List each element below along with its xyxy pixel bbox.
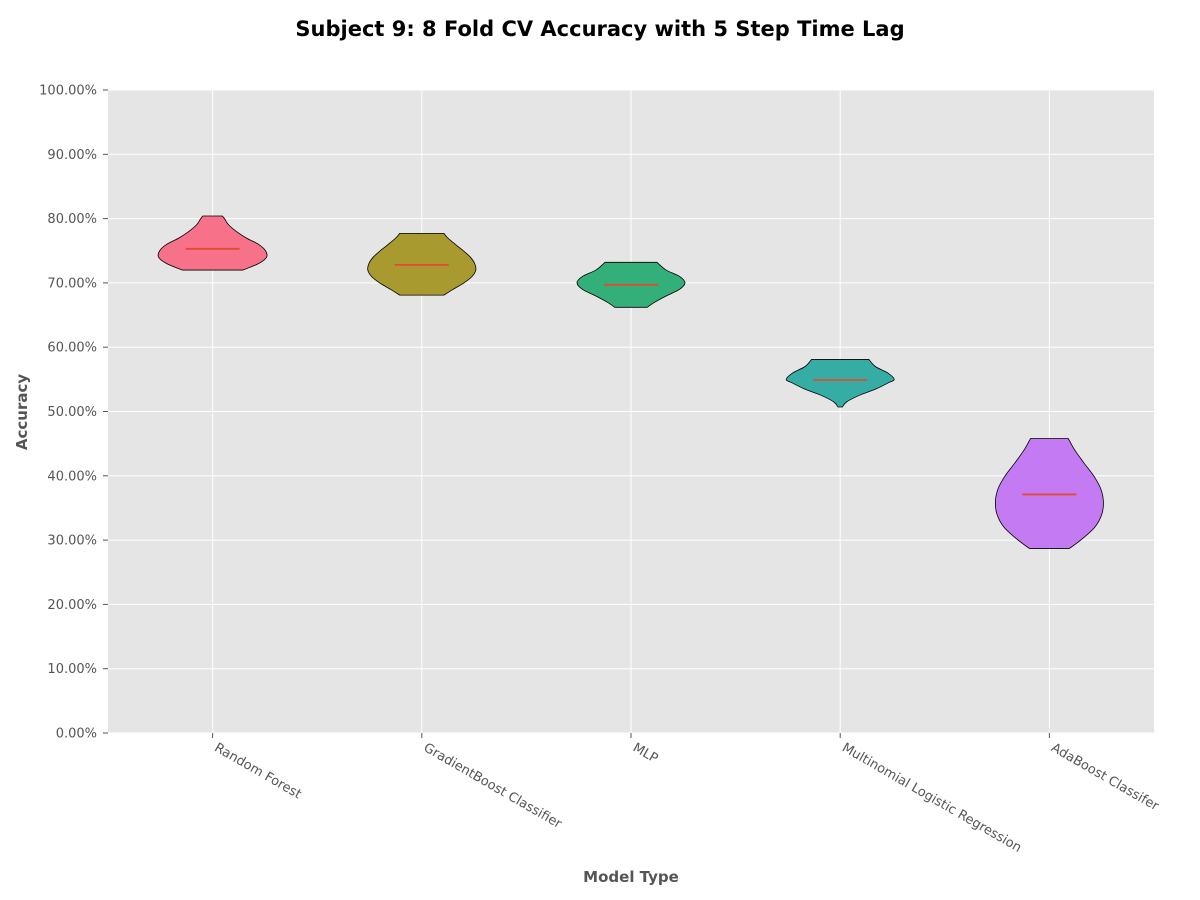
x-tick-label: Random Forest [212, 740, 304, 802]
x-tick-label: Multinomial Logistic Regression [839, 740, 1024, 855]
y-tick-label: 0.00% [56, 727, 97, 742]
x-tick-label: GradientBoost Classifier [421, 740, 565, 832]
x-tick-label: AdaBoost Classifer [1048, 740, 1161, 814]
y-axis-ticks: 0.00% 10.00% 20.00% 30.00% 40.00% 50.00% 60.00… [39, 84, 108, 742]
x-axis-ticks: Random Forest GradientBoost Classifier MLP… [212, 733, 1162, 856]
y-tick-label: 20.00% [47, 598, 97, 613]
y-tick-label: 80.00% [47, 212, 97, 227]
y-tick-label: 90.00% [47, 148, 97, 163]
x-tick-label: MLP [630, 740, 660, 766]
y-axis-label: Accuracy [13, 374, 31, 450]
x-axis-label: Model Type [583, 868, 679, 886]
violin-1 [157, 215, 268, 271]
violin-4 [785, 359, 895, 408]
y-tick-label: 70.00% [47, 276, 97, 291]
violins [157, 215, 1104, 549]
y-tick-label: 100.00% [39, 84, 97, 99]
y-tick-label: 10.00% [47, 662, 97, 677]
y-tick-label: 50.00% [47, 405, 97, 420]
y-tick-label: 60.00% [47, 341, 97, 356]
y-tick-label: 40.00% [47, 469, 97, 484]
y-tick-label: 30.00% [47, 534, 97, 549]
grid [108, 89, 1154, 734]
violin-5 [994, 438, 1104, 549]
chart-title: Subject 9: 8 Fold CV Accuracy with 5 Ste… [295, 17, 904, 41]
